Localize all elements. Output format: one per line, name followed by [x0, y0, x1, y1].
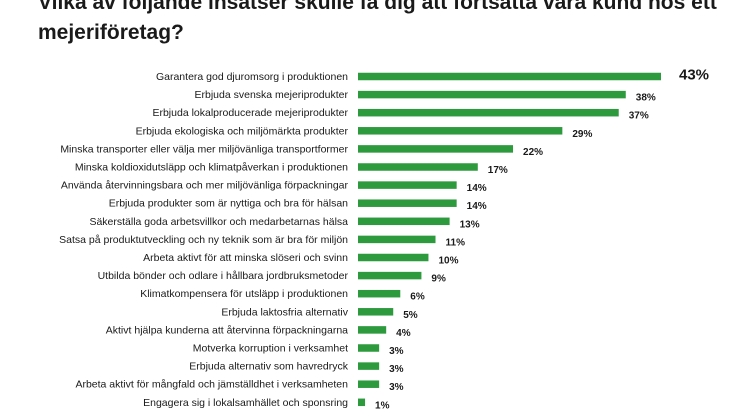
bar: [358, 127, 563, 135]
category-label: Klimatkompensera för utsläpp i produktio…: [140, 288, 348, 300]
category-label: Minska koldioxidutsläpp och klimatpåverk…: [75, 162, 348, 174]
bar: [358, 326, 387, 334]
bar: [358, 289, 401, 298]
category-label: Arbeta aktivt för mångfald och jämställd…: [75, 379, 348, 391]
data-label: 6%: [410, 292, 425, 303]
bar: [358, 72, 661, 81]
category-label: Motverka korruption i verksamhet: [193, 343, 348, 355]
category-label: Erbjuda svenska mejeriprodukter: [195, 89, 349, 101]
bar: [358, 145, 514, 153]
data-label: 22%: [523, 147, 543, 158]
category-label: Engagera sig i lokalsamhället och sponsr…: [143, 397, 348, 409]
bar: [358, 199, 457, 207]
category-label: Säkerställa goda arbetsvillkor och medar…: [89, 216, 348, 228]
data-label: 3%: [389, 346, 404, 357]
bar: [358, 398, 366, 407]
category-label: Erbjuda lokalproducerade mejeriprodukter: [152, 107, 348, 119]
data-label: 13%: [460, 219, 480, 230]
category-label: Använda återvinningsbara och mer miljövä…: [61, 180, 349, 192]
bar: [358, 163, 478, 171]
bar: [358, 90, 626, 99]
category-label: Utbilda bönder och odlare i hållbara jor…: [98, 270, 349, 282]
data-label: 11%: [446, 237, 466, 248]
data-label: 38%: [636, 93, 656, 104]
bar: [358, 362, 380, 370]
bar: [358, 108, 619, 117]
category-label: Erbjuda alternativ som havredryck: [189, 361, 348, 373]
data-label: 1%: [375, 400, 390, 411]
data-label: 14%: [467, 201, 487, 212]
bar: [358, 380, 380, 388]
bar: [358, 344, 380, 352]
bar: [358, 181, 457, 189]
category-label: Satsa på produktutveckling och ny teknik…: [59, 234, 348, 246]
category-label: Erbjuda laktosfria alternativ: [221, 306, 348, 318]
category-label: Erbjuda ekologiska och miljömärkta produ…: [136, 125, 349, 137]
data-label: 17%: [488, 165, 508, 176]
data-label: 29%: [572, 129, 592, 140]
bar: [358, 217, 450, 226]
data-label: 43%: [679, 67, 709, 84]
category-label: Garantera god djuromsorg i produktionen: [156, 71, 348, 83]
bar: [358, 235, 436, 244]
category-label: Minska transporter eller välja mer miljö…: [60, 143, 348, 155]
bar: [358, 271, 422, 280]
data-label: 3%: [389, 382, 404, 393]
category-label: Aktivt hjälpa kunderna att återvinna för…: [106, 324, 348, 336]
data-label: 5%: [403, 310, 418, 321]
data-label: 3%: [389, 364, 404, 375]
data-label: 9%: [431, 274, 446, 285]
bar: [358, 253, 429, 262]
data-label: 37%: [629, 111, 649, 122]
category-label: Erbjuda produkter som är nyttiga och bra…: [109, 198, 348, 210]
data-label: 10%: [438, 256, 458, 267]
category-label: Arbeta aktivt för att minska slöseri och…: [143, 252, 348, 264]
chart-title: Vilka av följande insatser skulle få dig…: [38, 0, 717, 44]
data-label: 14%: [467, 183, 487, 194]
bar: [358, 308, 394, 316]
data-label: 4%: [396, 328, 411, 339]
